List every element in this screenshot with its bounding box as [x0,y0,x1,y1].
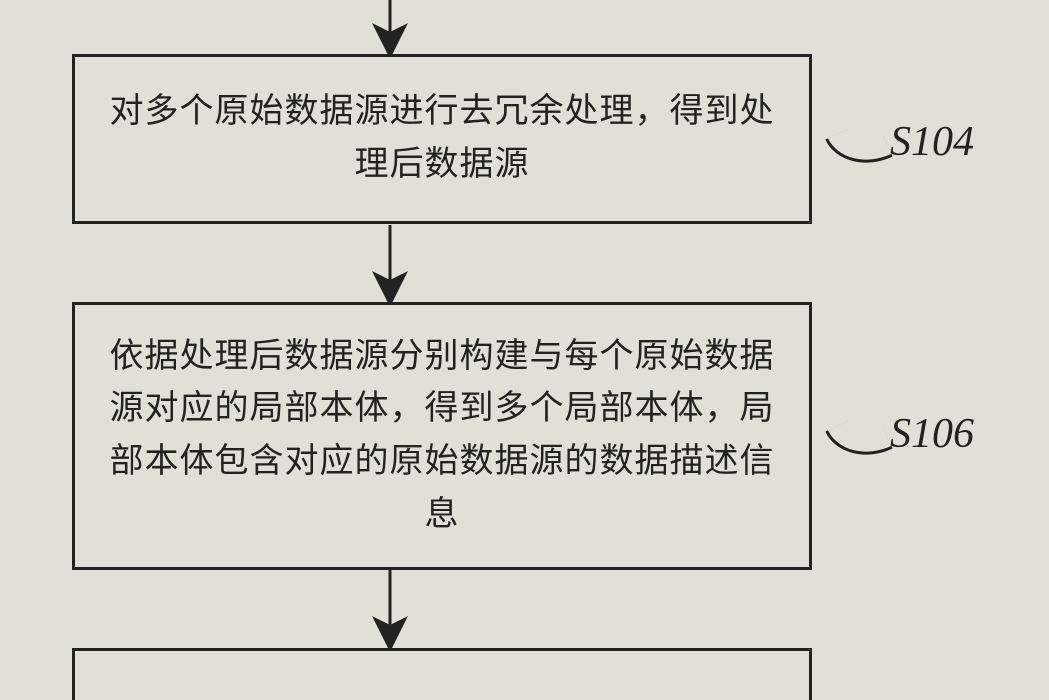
flow-label-s106: S106 [890,410,974,458]
flow-node-s106: 依据处理后数据源分别构建与每个原始数据源对应的局部本体，得到多个局部本体，局部本… [72,302,812,570]
flow-node-s104: 对多个原始数据源进行去冗余处理，得到处理后数据源 [72,54,812,224]
flow-label-s104: S104 [890,118,974,166]
flowchart-canvas: 对多个原始数据源进行去冗余处理，得到处理后数据源 S104 依据处理后数据源分别… [0,0,1049,700]
flow-node-partial [72,648,812,700]
flow-node-s106-text: 依据处理后数据源分别构建与每个原始数据源对应的局部本体，得到多个局部本体，局部本… [105,331,779,542]
flow-node-s104-text: 对多个原始数据源进行去冗余处理，得到处理后数据源 [105,86,779,191]
